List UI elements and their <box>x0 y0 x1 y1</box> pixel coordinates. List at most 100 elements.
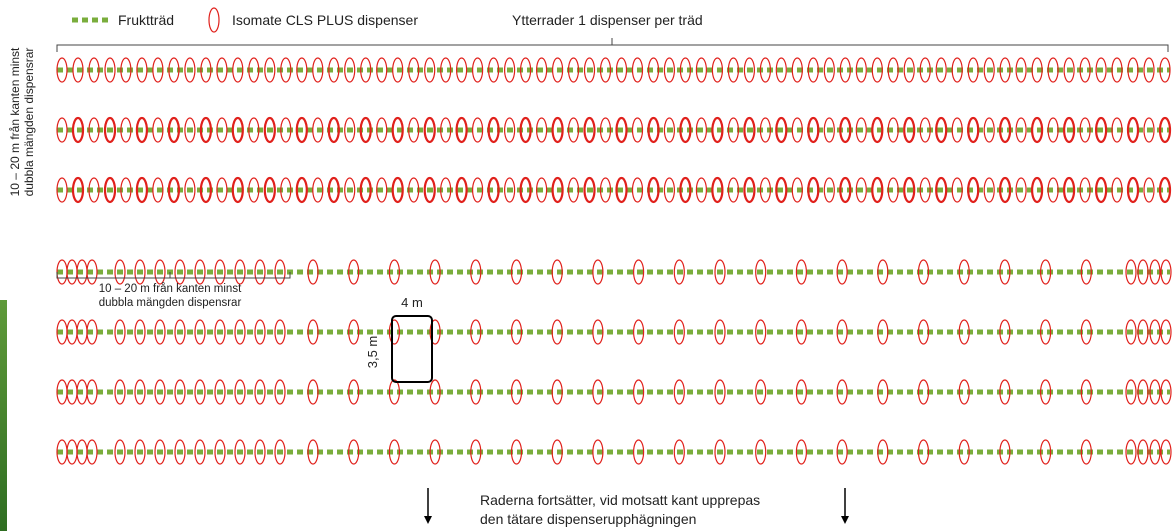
dispenser-outer <box>56 177 68 203</box>
dispenser-outer <box>727 177 740 203</box>
dispenser-outer <box>871 176 884 204</box>
top-bracket <box>56 38 1169 52</box>
dispenser-outer <box>88 57 100 83</box>
dispenser-inner <box>174 439 186 465</box>
dispenser-outer <box>1047 57 1059 83</box>
dispenser-outer <box>504 57 516 83</box>
dispenser-outer <box>727 57 740 83</box>
dispenser-outer <box>1015 57 1027 83</box>
dispenser-inner <box>429 259 441 285</box>
dispenser-outer <box>1047 177 1059 203</box>
dispenser-outer <box>280 117 292 143</box>
dispenser-outer <box>935 116 948 144</box>
dispenser-outer <box>1079 57 1091 83</box>
dispenser-outer <box>743 57 756 83</box>
dispenser-inner <box>551 379 563 405</box>
dispenser-inner <box>795 439 808 465</box>
dispenser-outer <box>328 57 340 83</box>
dispenser-outer <box>647 176 660 204</box>
dispenser-inner <box>1149 379 1161 405</box>
dispenser-outer <box>120 177 132 203</box>
dispenser-outer <box>871 57 883 83</box>
dispenser-outer <box>231 176 244 204</box>
dispenser-inner <box>1149 259 1161 285</box>
dispenser-outer <box>599 117 612 143</box>
dispenser-inner <box>632 379 645 405</box>
dispenser-outer <box>759 57 772 83</box>
dispenser-outer <box>951 117 963 143</box>
dispenser-outer <box>1159 57 1171 83</box>
dispenser-outer <box>408 117 420 143</box>
dispenser-outer <box>679 176 692 204</box>
dispenser-inner <box>551 259 563 285</box>
dispenser-inner <box>999 379 1011 405</box>
dispenser-outer <box>295 176 308 204</box>
dispenser-outer <box>135 176 148 204</box>
dispenser-outer <box>535 177 548 203</box>
dispenser-inner <box>254 259 266 285</box>
dispenser-inner <box>1137 259 1149 285</box>
top-label: Ytterrader 1 dispenser per träd <box>512 12 703 28</box>
dispenser-outer <box>711 116 724 144</box>
dispenser-outer <box>983 57 995 83</box>
dispenser-outer <box>567 177 580 203</box>
dispenser-inner <box>510 439 523 465</box>
dispenser-outer <box>248 117 260 143</box>
dispenser-inner <box>234 259 246 285</box>
dispenser-inner <box>134 379 146 405</box>
dispenser-outer <box>695 117 708 143</box>
dispenser-outer <box>216 117 228 143</box>
dispenser-outer <box>1030 116 1044 144</box>
dispenser-outer <box>839 176 852 204</box>
dispenser-outer <box>1111 117 1123 143</box>
dispenser-inner <box>673 439 685 465</box>
dispenser-inner <box>1080 259 1092 285</box>
side-label-line1: 10 – 20 m från kanten minst <box>8 47 22 196</box>
dispenser-inner <box>632 319 645 345</box>
dispenser-outer <box>504 177 516 203</box>
dispenser-outer <box>376 177 388 203</box>
dispenser-inner <box>214 259 226 285</box>
dispenser-outer <box>1063 57 1075 83</box>
dispenser-outer <box>455 176 468 204</box>
dispenser-inner <box>836 319 848 345</box>
dispenser-outer <box>88 177 100 203</box>
dispenser-outer <box>1062 176 1076 204</box>
dispenser-inner <box>470 259 482 285</box>
dispenser-inner <box>86 259 98 285</box>
dispenser-outer <box>903 57 915 83</box>
dispenser-inner <box>134 319 146 345</box>
dispenser-outer <box>280 57 292 83</box>
dispenser-inner <box>234 379 246 405</box>
dispenser-outer <box>855 177 867 203</box>
dispenser-outer <box>408 57 420 83</box>
dispenser-outer <box>519 57 532 83</box>
dispenser-inner <box>795 319 808 345</box>
dispenser-inner <box>592 259 604 285</box>
dispenser-inner <box>307 319 319 345</box>
dispenser-inner <box>154 259 166 285</box>
dispenser-outer <box>567 117 580 143</box>
dispenser-outer <box>472 57 484 83</box>
dispenser-outer <box>647 57 660 83</box>
dispenser-outer <box>312 177 324 203</box>
legend-tree-label: Fruktträd <box>118 12 174 28</box>
dispenser-outer <box>135 116 148 144</box>
dispenser-outer <box>999 57 1011 83</box>
dispenser-outer <box>1111 57 1123 83</box>
dispenser-inner <box>1080 379 1092 405</box>
dispenser-inner <box>307 379 319 405</box>
dispenser-outer <box>312 57 324 83</box>
dispenser-inner <box>194 379 206 405</box>
dispenser-inner <box>1149 439 1161 465</box>
dispenser-inner <box>470 439 482 465</box>
dispenser-inner <box>234 319 246 345</box>
dispenser-outer <box>711 176 724 204</box>
dispenser-inner <box>795 259 808 285</box>
inner-bracket <box>56 272 291 279</box>
dispenser-outer <box>1079 117 1091 143</box>
dispenser-outer <box>663 57 676 83</box>
dispenser-inner <box>714 319 726 345</box>
dispenser-inner <box>755 379 767 405</box>
dispenser-inner <box>194 439 206 465</box>
